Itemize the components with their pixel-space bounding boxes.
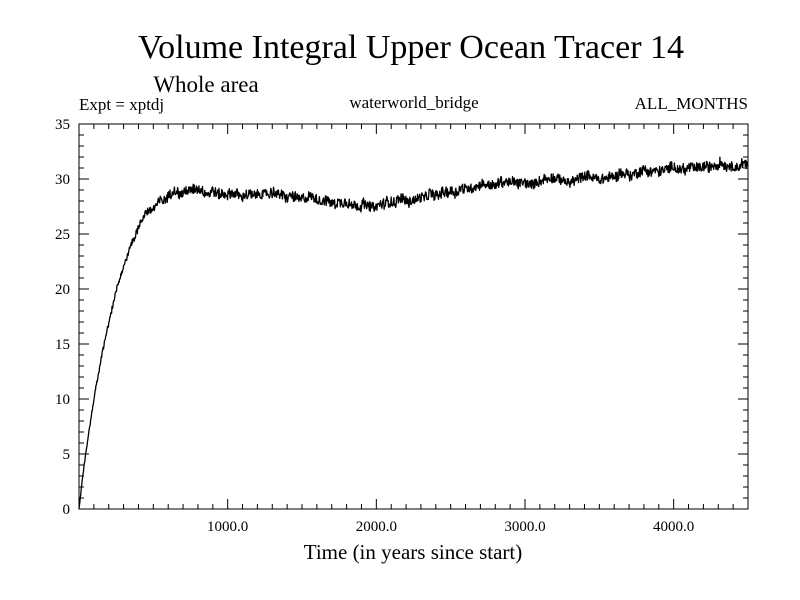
- y-tick-label: 20: [55, 282, 70, 298]
- y-tick-label: 30: [55, 172, 70, 188]
- x-tick-label: 2000.0: [356, 519, 397, 535]
- y-tick-label: 25: [55, 227, 70, 243]
- minor-ticks: [79, 124, 748, 509]
- experiment-label: Expt = xptdj: [79, 95, 164, 114]
- plot-frame: [78, 123, 749, 510]
- major-ticks: [79, 124, 748, 509]
- months-label: ALL_MONTHS: [635, 94, 748, 113]
- x-tick-label: 3000.0: [504, 519, 545, 535]
- series-line: [78, 156, 749, 509]
- chart-title: Volume Integral Upper Ocean Tracer 14: [138, 29, 684, 66]
- x-tick-label: 1000.0: [207, 519, 248, 535]
- x-axis-label: Time (in years since start): [304, 540, 523, 564]
- y-tick-label: 35: [55, 117, 70, 133]
- tick-labels: 1000.0 2000.0 3000.0 4000.0 0 5 10 15 20 25 30 35: [55, 117, 694, 535]
- y-tick-label: 0: [63, 502, 71, 518]
- y-tick-label: 15: [55, 337, 70, 353]
- chart-subtitle: Whole area: [153, 72, 258, 97]
- x-tick-label: 4000.0: [653, 519, 694, 535]
- y-tick-label: 10: [55, 392, 70, 408]
- y-tick-label: 5: [63, 447, 71, 463]
- run-name-label: waterworld_bridge: [349, 93, 478, 112]
